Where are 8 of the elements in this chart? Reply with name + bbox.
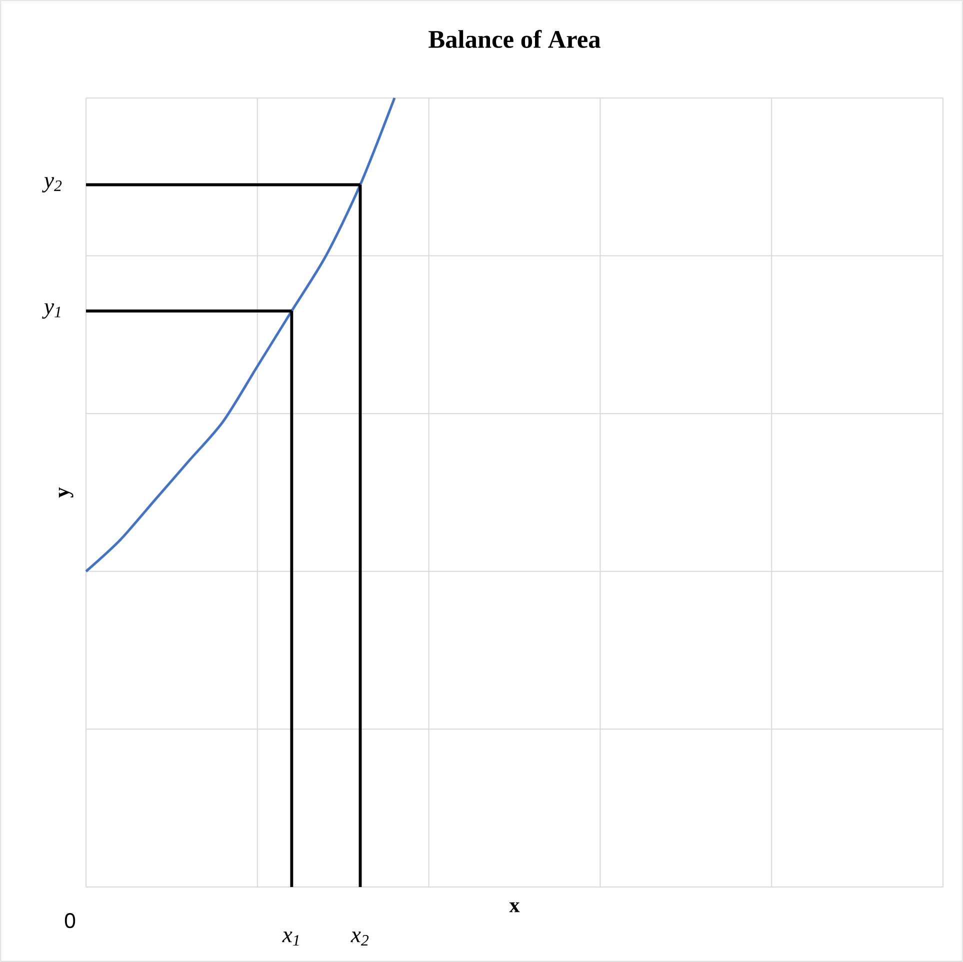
ref-line-label: y$_{1}$	[42, 303, 60, 319]
x-tick-label: x$_{1}$	[282, 932, 299, 946]
chart-title: Balance of Area	[428, 30, 600, 48]
ref-line-label: y$_{2}$	[42, 177, 62, 192]
text: 0	[64, 913, 76, 928]
y-axis-title: y	[58, 487, 74, 498]
x-axis-title: x	[509, 902, 520, 912]
x-tick-label: x$_{2}$	[350, 932, 369, 946]
